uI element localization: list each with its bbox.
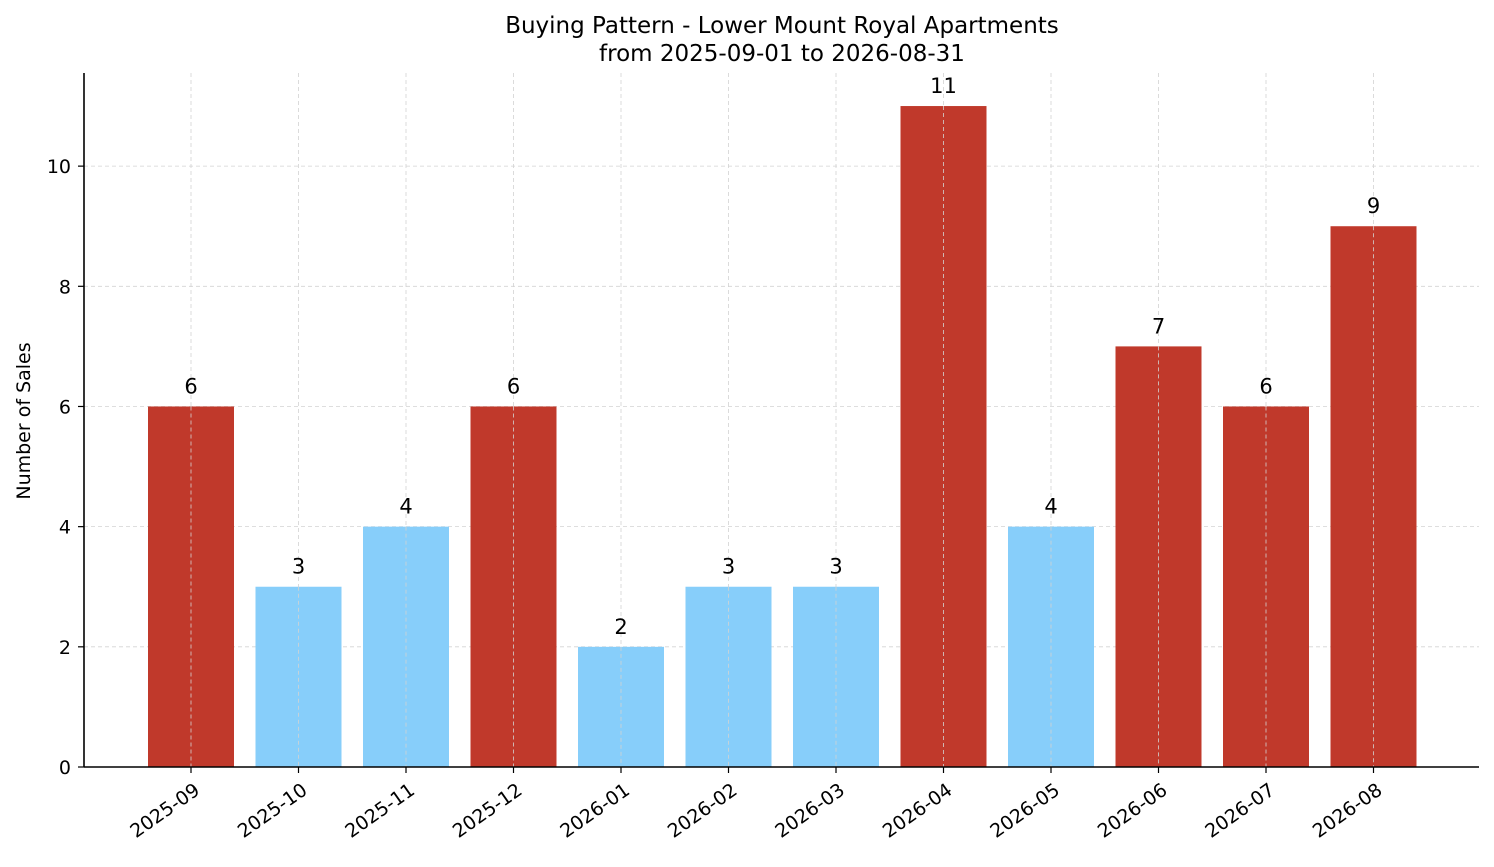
y-axis-label: Number of Sales: [13, 342, 35, 499]
data-label-2025-10: 3: [292, 555, 305, 579]
x-tick-label-2025-10: 2025-10: [234, 779, 312, 843]
data-label-2026-03: 3: [829, 555, 842, 579]
x-tick-label-2026-02: 2026-02: [664, 779, 742, 843]
bar-2026-07: [1223, 406, 1309, 767]
data-label-2026-08: 9: [1367, 194, 1380, 218]
chart-subtitle: from 2025-09-01 to 2026-08-31: [599, 41, 965, 67]
x-tick-label-2025-12: 2025-12: [449, 779, 527, 843]
x-tick-label-2026-07: 2026-07: [1201, 779, 1279, 843]
data-label-2026-05: 4: [1044, 495, 1057, 519]
data-labels: 6 3 4 6 2 3 3 11 4 7 6 9: [184, 74, 1380, 767]
y-tick-label: 10: [47, 156, 71, 178]
x-tick-label-2026-01: 2026-01: [556, 779, 634, 843]
y-tick-label: 6: [59, 396, 71, 418]
x-tick-label-2025-11: 2025-11: [341, 779, 419, 843]
data-label-2026-04: 11: [930, 74, 957, 98]
x-tick-label-2026-03: 2026-03: [771, 779, 849, 843]
data-label-2026-01: 2: [614, 615, 627, 639]
bar-2026-02: [685, 586, 772, 767]
x-tick-label-2026-04: 2026-04: [879, 779, 957, 843]
data-label-2026-07: 6: [1259, 374, 1272, 398]
bar-2026-01: [578, 646, 664, 767]
bar-2025-10: [255, 586, 342, 767]
bars: [148, 106, 1417, 768]
axes: [83, 73, 1479, 768]
x-tick-label-2026-06: 2026-06: [1094, 779, 1172, 843]
y-tick-label: 0: [59, 757, 71, 779]
bar-2026-08: [1330, 226, 1417, 768]
y-tick-label: 8: [59, 276, 71, 298]
x-tick-label-2026-05: 2026-05: [986, 779, 1064, 843]
data-label-2026-02: 3: [722, 555, 735, 579]
bar-2025-09: [148, 406, 234, 767]
data-label-2025-12: 6: [507, 374, 520, 398]
x-tick-label-2025-09: 2025-09: [126, 779, 204, 843]
data-label-2025-09: 6: [184, 374, 197, 398]
x-tick-label-2026-08: 2026-08: [1309, 779, 1387, 843]
bar-2026-03: [793, 586, 879, 767]
chart-title: Buying Pattern - Lower Mount Royal Apart…: [505, 13, 1059, 39]
data-label-2026-06: 7: [1152, 314, 1165, 338]
data-label-2025-11: 4: [399, 495, 412, 519]
y-tick-label: 4: [59, 517, 71, 539]
y-tick-label: 2: [59, 637, 71, 659]
bar-2025-12: [470, 406, 557, 767]
